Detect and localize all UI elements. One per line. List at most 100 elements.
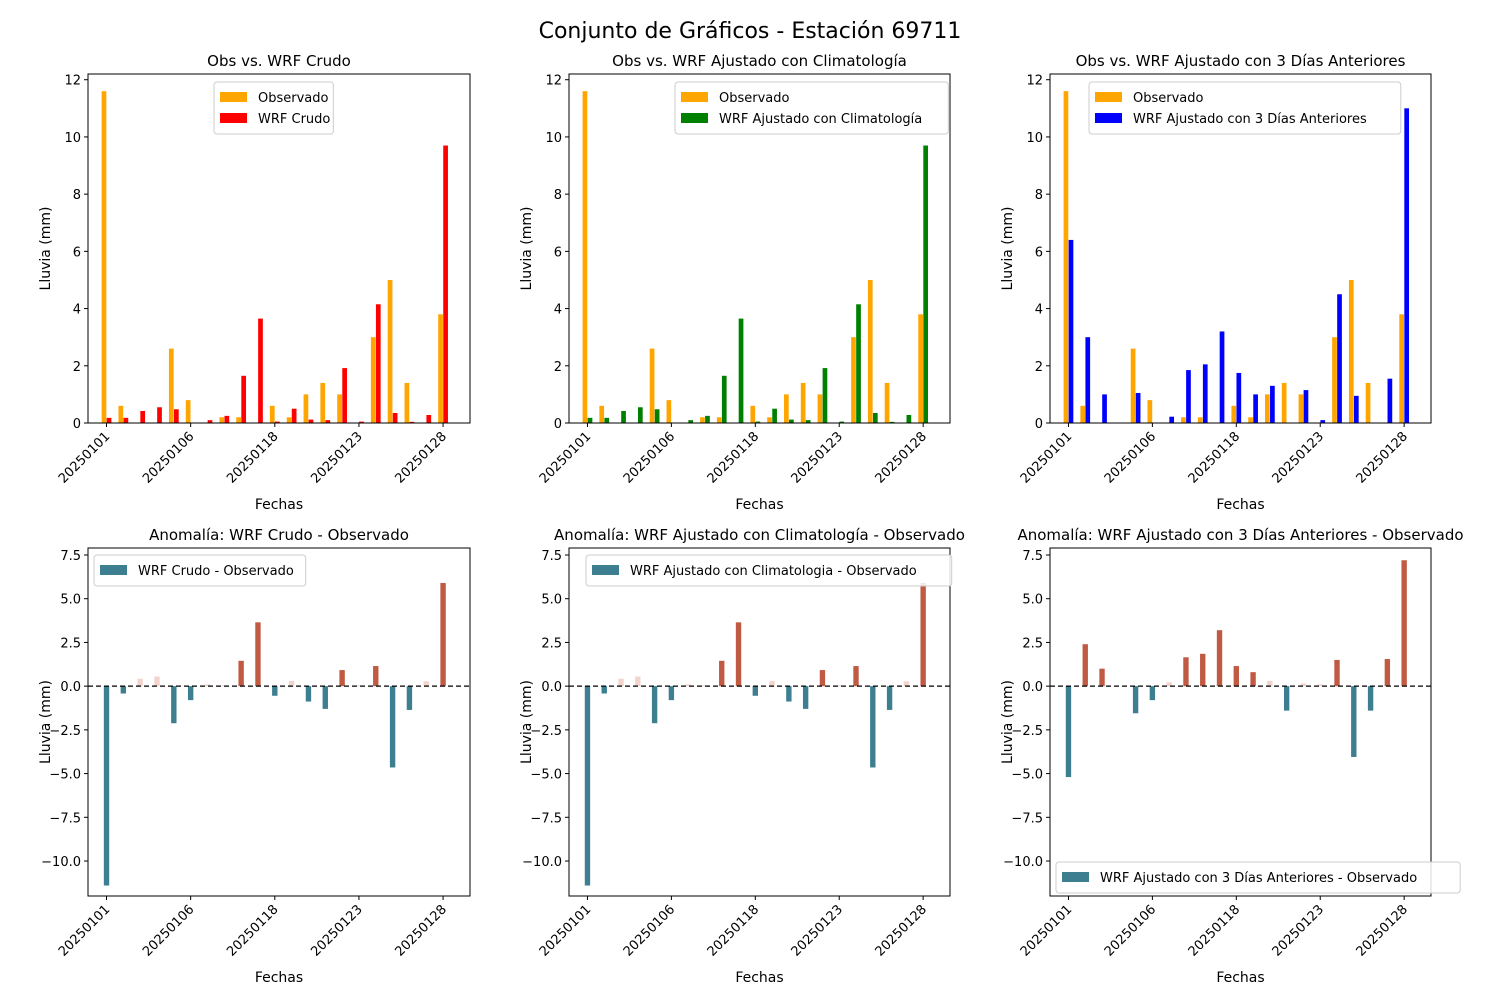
bar-observado [320, 382, 326, 423]
bar-wrf [1404, 108, 1410, 423]
bar-wrf [123, 417, 129, 423]
y-tick-label: 12 [545, 74, 562, 89]
bar-wrf [157, 407, 162, 423]
bar-anomaly [204, 684, 211, 687]
bar-anomaly [1267, 680, 1273, 687]
legend-label: WRF Crudo [258, 112, 330, 127]
bar-wrf [207, 420, 213, 423]
bar-wrf [688, 420, 694, 423]
x-axis-label: Fechas [255, 970, 303, 986]
bar-anomaly [769, 680, 775, 687]
bar-anomaly [1317, 684, 1323, 687]
bar-observado [1080, 405, 1086, 423]
chart-title: Obs vs. WRF Crudo [207, 52, 351, 70]
bar-wrf [872, 412, 878, 423]
bar-wrf [1236, 372, 1242, 423]
bar-observado [750, 405, 756, 423]
bar-observado [1332, 337, 1337, 423]
y-tick-label: 10 [1026, 131, 1043, 146]
bar-wrf [789, 419, 794, 423]
y-tick-label: 5.0 [1022, 593, 1043, 608]
bar-anomaly [719, 660, 725, 687]
bar-anomaly [120, 686, 127, 694]
bar-wrf [637, 407, 643, 423]
bar-wrf [822, 368, 828, 423]
bar-wrf [755, 421, 761, 423]
bar-observado [817, 394, 823, 423]
bar-anomaly [1082, 644, 1088, 687]
bar-observado [168, 348, 174, 423]
chart-title: Anomalía: WRF Ajustado con 3 Días Anteri… [1017, 526, 1463, 544]
bar-anomaly [786, 686, 792, 702]
y-axis-label: Lluvia (mm) [519, 207, 535, 291]
bar-wrf [705, 415, 710, 423]
bar-anomaly [819, 670, 826, 687]
bar-observado [337, 394, 342, 423]
bar-observado [851, 337, 856, 423]
bar-anomaly [272, 686, 278, 696]
bar-observado [867, 279, 873, 423]
bar-anomaly [886, 686, 893, 710]
bar-wrf [258, 318, 263, 423]
bar-anomaly [1166, 682, 1172, 687]
axes-frame [87, 73, 471, 424]
legend-label: WRF Ajustado con Climatologia - Observad… [630, 564, 917, 579]
legend-swatch [592, 565, 619, 575]
y-tick-label: 6 [554, 245, 562, 260]
bar-wrf [1219, 331, 1225, 423]
chart-title: Obs vs. WRF Ajustado con 3 Días Anterior… [1076, 52, 1406, 70]
legend-swatch [1062, 872, 1089, 882]
bar-anomaly [853, 666, 859, 687]
axes-frame [568, 73, 951, 424]
bar-observado [582, 91, 588, 423]
bar-observado [387, 279, 393, 423]
legend: WRF Ajustado con Climatologia - Observad… [585, 554, 953, 587]
chart-title: Anomalía: WRF Crudo - Observado [149, 526, 409, 544]
legend-swatch [681, 92, 708, 102]
y-tick-label: 10 [545, 131, 562, 146]
bar-anomaly [651, 686, 658, 724]
bar-wrf [106, 417, 112, 423]
bar-observado [599, 405, 605, 423]
bar-anomaly [255, 622, 261, 687]
bar-anomaly [137, 678, 143, 687]
bar-wrf [392, 412, 398, 423]
bar-anomaly [668, 686, 675, 701]
y-tick-label: 8 [554, 188, 562, 203]
bar-observado [118, 405, 124, 423]
y-tick-label: 2.5 [541, 636, 562, 651]
legend-label: Observado [258, 91, 329, 106]
bar-wrf [1169, 416, 1175, 423]
y-tick-label: −2.5 [1011, 724, 1043, 739]
bar-anomaly [802, 686, 809, 709]
axes-frame [1049, 547, 1432, 897]
y-tick-label: 0.0 [541, 680, 562, 695]
bar-anomaly [373, 666, 379, 687]
legend: WRF Ajustado con 3 Días Anteriores - Obs… [1055, 861, 1461, 894]
bar-observado [649, 348, 655, 423]
bar-anomaly [1099, 668, 1105, 687]
bar-observado [800, 382, 806, 423]
bar-wrf [359, 421, 364, 423]
bar-wrf [654, 409, 660, 423]
y-tick-label: −10.0 [522, 855, 562, 870]
bar-wrf [1270, 385, 1275, 423]
legend-swatch [100, 565, 127, 575]
bar-wrf [1320, 420, 1326, 423]
bar-anomaly [870, 686, 876, 768]
legend-label: Observado [719, 91, 790, 106]
bar-wrf [274, 421, 280, 423]
bar-observado [185, 400, 191, 423]
bar-anomaly [1149, 686, 1156, 701]
bar-wrf [1068, 239, 1074, 423]
y-tick-label: 2.5 [1022, 636, 1043, 651]
bar-observado [1197, 417, 1203, 423]
bar-wrf [721, 375, 727, 423]
y-axis-label: Lluvia (mm) [38, 207, 54, 291]
bar-wrf [1387, 378, 1393, 423]
y-tick-label: 4 [73, 303, 81, 318]
y-tick-label: 10 [64, 131, 81, 146]
y-tick-label: −2.5 [49, 724, 81, 739]
bar-anomaly [339, 670, 345, 687]
